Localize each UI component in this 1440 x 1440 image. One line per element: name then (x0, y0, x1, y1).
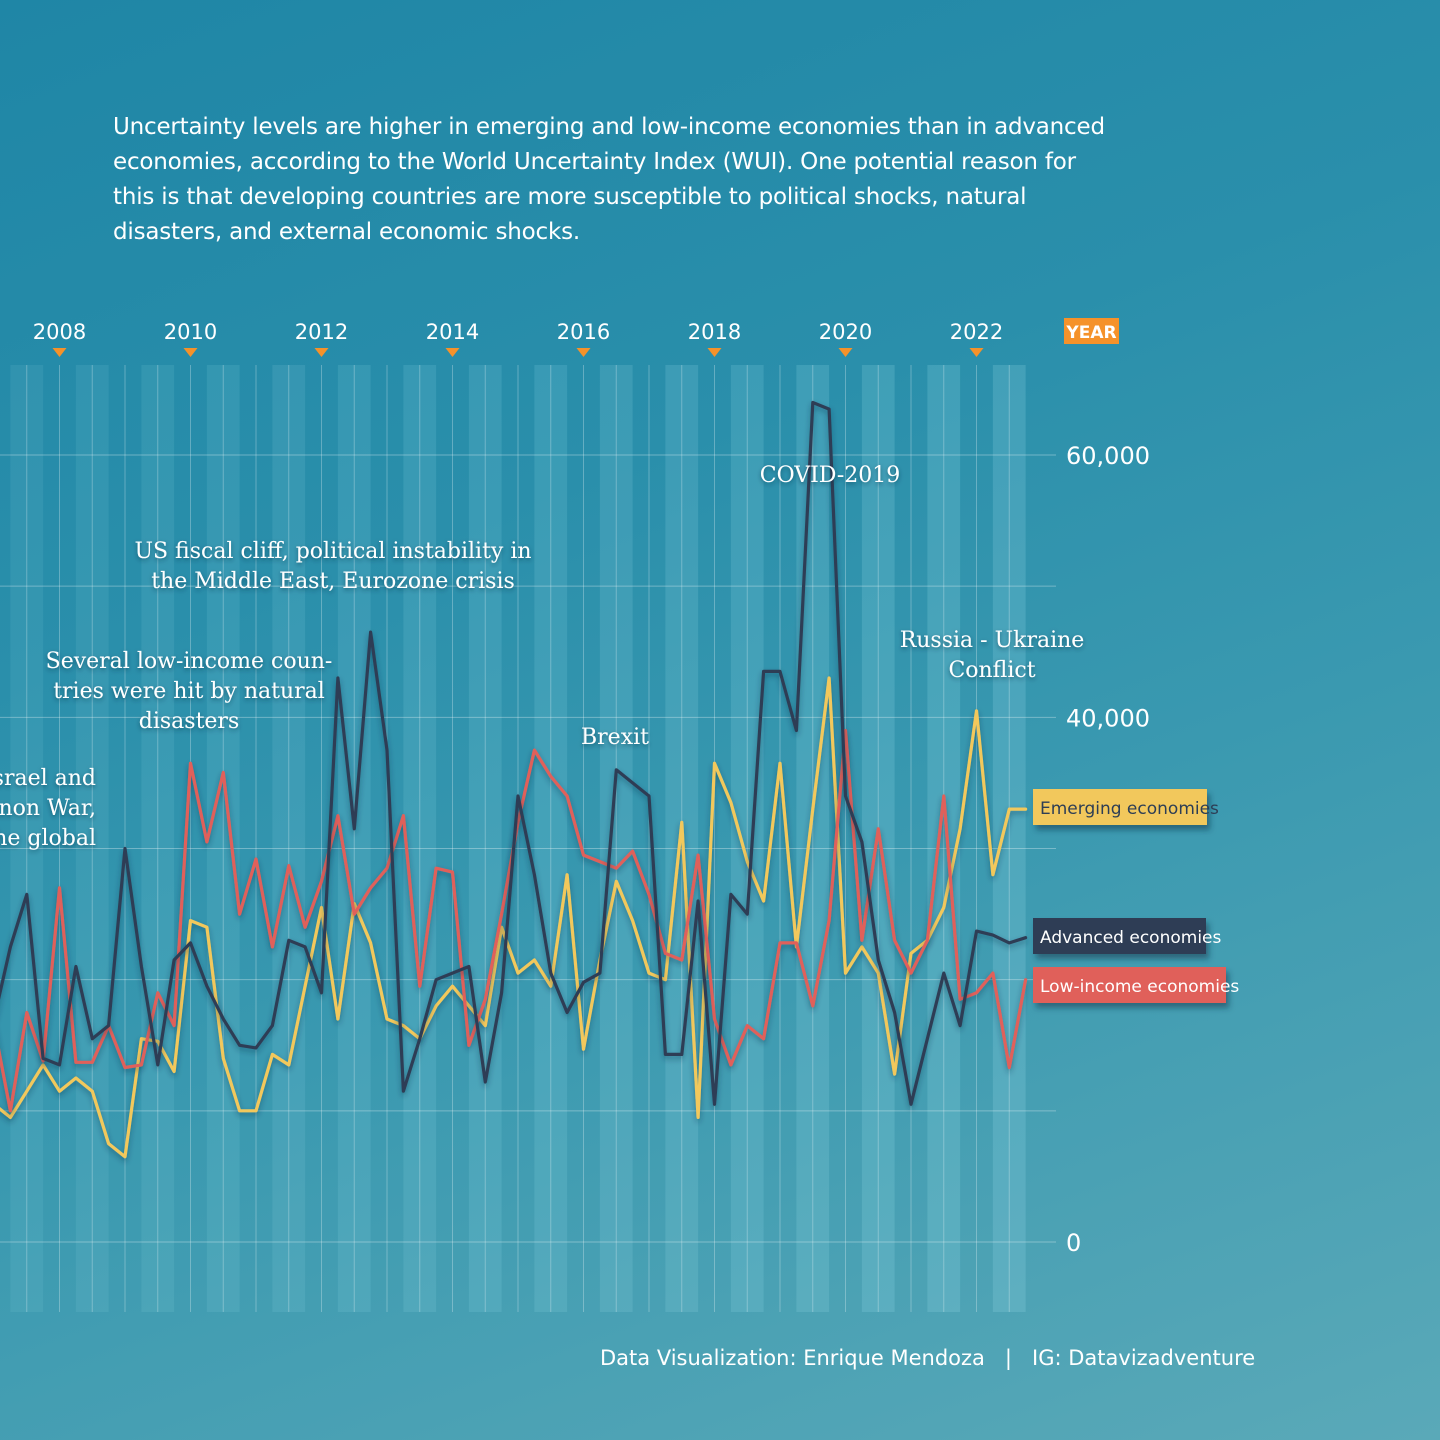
annotation-line: Several low-income coun- (46, 649, 333, 674)
year-band (272, 365, 306, 1312)
year-band (337, 365, 371, 1312)
year-marker-icon (52, 348, 67, 357)
x-tick-label: 2016 (557, 320, 610, 344)
legend-label: Low-income economies (1040, 977, 1239, 997)
legend-item-low_income: Low-income economies (1033, 967, 1239, 1003)
annotation-line: Israel and (0, 766, 96, 791)
year-tag-label: YEAR (1065, 323, 1116, 343)
legend: Emerging economies Advanced economies Low-… (1033, 789, 1239, 1003)
annotation-israel: Israel and Lebanon War, the global (0, 766, 96, 851)
legend-item-emerging: Emerging economies (1033, 789, 1219, 825)
y-axis-ticks: 60,000 40,000 0 (1066, 442, 1150, 1257)
series-line-advanced (0, 400, 1028, 1106)
year-marker-icon (183, 348, 198, 357)
y-tick-label: 0 (1066, 1229, 1081, 1257)
legend-item-advanced: Advanced economies (1033, 918, 1221, 954)
annotation-natural: Several low-income coun-tries were hit b… (46, 649, 333, 734)
year-band (468, 365, 502, 1312)
year-marker-icon (445, 348, 460, 357)
annotation-line: COVID-2019 (760, 463, 901, 488)
x-tick-label: 2008 (33, 320, 86, 344)
legend-label: Advanced economies (1040, 928, 1221, 948)
x-tick-label: 2020 (819, 320, 872, 344)
legend-box (1033, 918, 1206, 954)
annotation-line: the Middle East, Eurozone crisis (151, 569, 515, 594)
year-band (206, 365, 240, 1312)
event-annotations: Israel and Lebanon War, the global Several … (0, 463, 1084, 851)
year-band (992, 365, 1026, 1312)
annotation-line: Russia - Ukraine (900, 628, 1085, 653)
legend-box (1033, 789, 1207, 825)
annotation-line: Conflict (948, 658, 1035, 683)
year-marker-icon (969, 348, 984, 357)
x-axis-ticks: 2008 2010 2012 2014 2016 2018 2020 2022 YEAR (33, 318, 1119, 357)
year-band (927, 365, 961, 1312)
credit-text: Data Visualization: Enrique Mendoza | IG… (600, 1346, 1256, 1370)
annotation-line: disasters (139, 709, 239, 734)
series-lines (0, 400, 1028, 1159)
year-tag-box (1064, 318, 1119, 344)
annotation-russia: Russia - Ukraine Conflict (900, 628, 1085, 683)
legend-box (1033, 967, 1226, 1003)
year-band (403, 365, 437, 1312)
y-tick-label: 60,000 (1066, 442, 1150, 470)
x-tick-label: 2018 (688, 320, 741, 344)
intro-text: Uncertainty levels are higher in emergin… (113, 114, 1105, 245)
annotation-line: tries were hit by natural (53, 679, 325, 704)
year-marker-icon (314, 348, 329, 357)
year-band (796, 365, 830, 1312)
annotation-covid: COVID-2019 (760, 463, 901, 488)
x-tick-label: 2012 (295, 320, 348, 344)
year-marker-icon (576, 348, 591, 357)
annotation-brexit: Brexit (581, 725, 649, 750)
year-band (10, 365, 44, 1312)
x-tick-label: 2010 (164, 320, 217, 344)
annotation-line: Brexit (581, 725, 649, 750)
year-band (75, 365, 109, 1312)
year-axis-tag: YEAR (1064, 318, 1119, 344)
x-tick-label: 2014 (426, 320, 479, 344)
series-line-emerging (0, 676, 1028, 1159)
x-tick-label: 2022 (950, 320, 1003, 344)
legend-label: Emerging economies (1040, 799, 1219, 819)
year-band (730, 365, 764, 1312)
year-bands (10, 365, 1026, 1312)
year-band (141, 365, 175, 1312)
annotation-line: US fiscal cliff, political instability i… (134, 539, 531, 564)
year-band (599, 365, 633, 1312)
year-marker-icon (838, 348, 853, 357)
year-marker-icon (707, 348, 722, 357)
annotation-fiscal: US fiscal cliff, political instability i… (134, 539, 531, 594)
y-tick-label: 40,000 (1066, 704, 1150, 732)
year-band (534, 365, 568, 1312)
annotation-line: Lebanon War, (0, 796, 96, 821)
annotation-line: the global (0, 826, 96, 851)
